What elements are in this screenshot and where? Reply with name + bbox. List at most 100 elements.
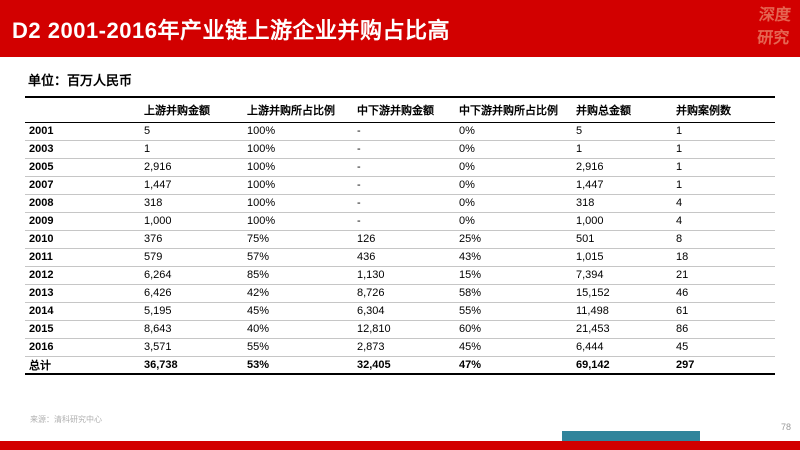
column-header: [25, 96, 140, 123]
table-cell: 69,142: [572, 356, 672, 375]
row-label: 2012: [25, 266, 140, 285]
table-cell: 0%: [455, 122, 572, 141]
table-cell: 61: [672, 302, 775, 321]
row-label: 2015: [25, 320, 140, 339]
table-cell: 32,405: [353, 356, 455, 375]
table-cell: 45%: [243, 302, 353, 321]
table-cell: 0%: [455, 140, 572, 159]
table-cell: 5: [572, 122, 672, 141]
table-cell: 1: [140, 140, 243, 159]
table-row: 2016 3,571 55% 2,873 45% 6,444 45: [25, 338, 775, 357]
table-cell: 100%: [243, 122, 353, 141]
table-cell: 579: [140, 248, 243, 267]
brand-logo-line1: 深度: [758, 7, 792, 24]
column-header: 上游并购金额: [140, 96, 243, 123]
column-header: 中下游并购金额: [353, 96, 455, 123]
table-row: 2011 579 57% 436 43% 1,015 18: [25, 248, 775, 267]
table-cell: 0%: [455, 194, 572, 213]
table-row: 2012 6,264 85% 1,130 15% 7,394 21: [25, 266, 775, 285]
table-cell: 4: [672, 194, 775, 213]
table-cell: -: [353, 140, 455, 159]
brand-logo: 深度 研究: [756, 4, 792, 50]
table-cell: 86: [672, 320, 775, 339]
page-number: 78: [780, 422, 791, 432]
table-cell: 501: [572, 230, 672, 249]
table-cell: 297: [672, 356, 775, 375]
table-cell: 6,426: [140, 284, 243, 303]
table-cell: 4: [672, 212, 775, 231]
row-label: 2001: [25, 122, 140, 141]
table-cell: 1,015: [572, 248, 672, 267]
table-cell: 8,726: [353, 284, 455, 303]
table-row: 2008 318 100% -0% 318 4: [25, 194, 775, 213]
table-cell: 5: [140, 122, 243, 141]
table-cell: 40%: [243, 320, 353, 339]
table-cell: -: [353, 194, 455, 213]
table-cell: 60%: [455, 320, 572, 339]
table-cell: 1: [672, 140, 775, 159]
table-cell: 8,643: [140, 320, 243, 339]
table-row: 2013 6,426 42% 8,726 58% 15,152 46: [25, 284, 775, 303]
table-row: 2005 2,916 100% -0% 2,916 1: [25, 158, 775, 177]
table-cell: 2,916: [572, 158, 672, 177]
table-cell: 318: [140, 194, 243, 213]
table-cell: 15%: [455, 266, 572, 285]
table-cell: 55%: [455, 302, 572, 321]
table-cell: 45%: [455, 338, 572, 357]
table-cell: 126: [353, 230, 455, 249]
row-label: 2010: [25, 230, 140, 249]
table-cell: -: [353, 122, 455, 141]
table-cell: 18: [672, 248, 775, 267]
table-cell: 0%: [455, 158, 572, 177]
table-cell: 53%: [243, 356, 353, 375]
table-row: 2007 1,447 100% -0% 1,447 1: [25, 176, 775, 195]
table-cell: 85%: [243, 266, 353, 285]
row-label: 2016: [25, 338, 140, 357]
title-bar: D2 2001-2016年产业链上游企业并购占比高 深度 研究: [0, 0, 800, 57]
table-cell: 1: [672, 122, 775, 141]
table-cell: 2,873: [353, 338, 455, 357]
table-cell: -: [353, 176, 455, 195]
table-cell: 1: [672, 158, 775, 177]
row-label: 2014: [25, 302, 140, 321]
table-cell: 100%: [243, 194, 353, 213]
table-cell: 12,810: [353, 320, 455, 339]
table-cell: 0%: [455, 176, 572, 195]
table-cell: 36,738: [140, 356, 243, 375]
table-cell: 6,304: [353, 302, 455, 321]
source-note: 来源：清科研究中心: [30, 415, 102, 424]
table-cell: 0%: [455, 212, 572, 231]
table-header-row: 上游并购金额 上游并购所占比例 中下游并购金额 中下游并购所占比例 并购总金额 并购案例数: [25, 96, 775, 123]
column-header: 中下游并购所占比例: [455, 96, 572, 123]
table-cell: 7,394: [572, 266, 672, 285]
table-row: 2015 8,643 40% 12,810 60% 21,453 86: [25, 320, 775, 339]
table-cell: 376: [140, 230, 243, 249]
row-label: 2007: [25, 176, 140, 195]
table-cell: 1,447: [140, 176, 243, 195]
unit-label: 单位：百万人民币: [28, 73, 133, 88]
table-cell: 8: [672, 230, 775, 249]
table-cell: 318: [572, 194, 672, 213]
row-label: 2003: [25, 140, 140, 159]
table-cell: 55%: [243, 338, 353, 357]
table-cell: -: [353, 158, 455, 177]
table-cell: 1,000: [140, 212, 243, 231]
table-cell: 1,447: [572, 176, 672, 195]
brand-logo-line2: 研究: [756, 30, 790, 48]
column-header: 上游并购所占比例: [243, 96, 353, 123]
table-cell: 46: [672, 284, 775, 303]
table-cell: 43%: [455, 248, 572, 267]
table-cell: 1: [572, 140, 672, 159]
table-cell: 2,916: [140, 158, 243, 177]
table-cell: 100%: [243, 140, 353, 159]
table-cell: 6,264: [140, 266, 243, 285]
table-cell: 45: [672, 338, 775, 357]
column-header: 并购案例数: [672, 96, 775, 123]
table-cell: 5,195: [140, 302, 243, 321]
row-label: 2013: [25, 284, 140, 303]
table-cell: 47%: [455, 356, 572, 375]
bottom-teal-accent: [562, 431, 700, 442]
table-cell: 57%: [243, 248, 353, 267]
table-cell: 42%: [243, 284, 353, 303]
slide-title: D2 2001-2016年产业链上游企业并购占比高: [12, 17, 450, 43]
